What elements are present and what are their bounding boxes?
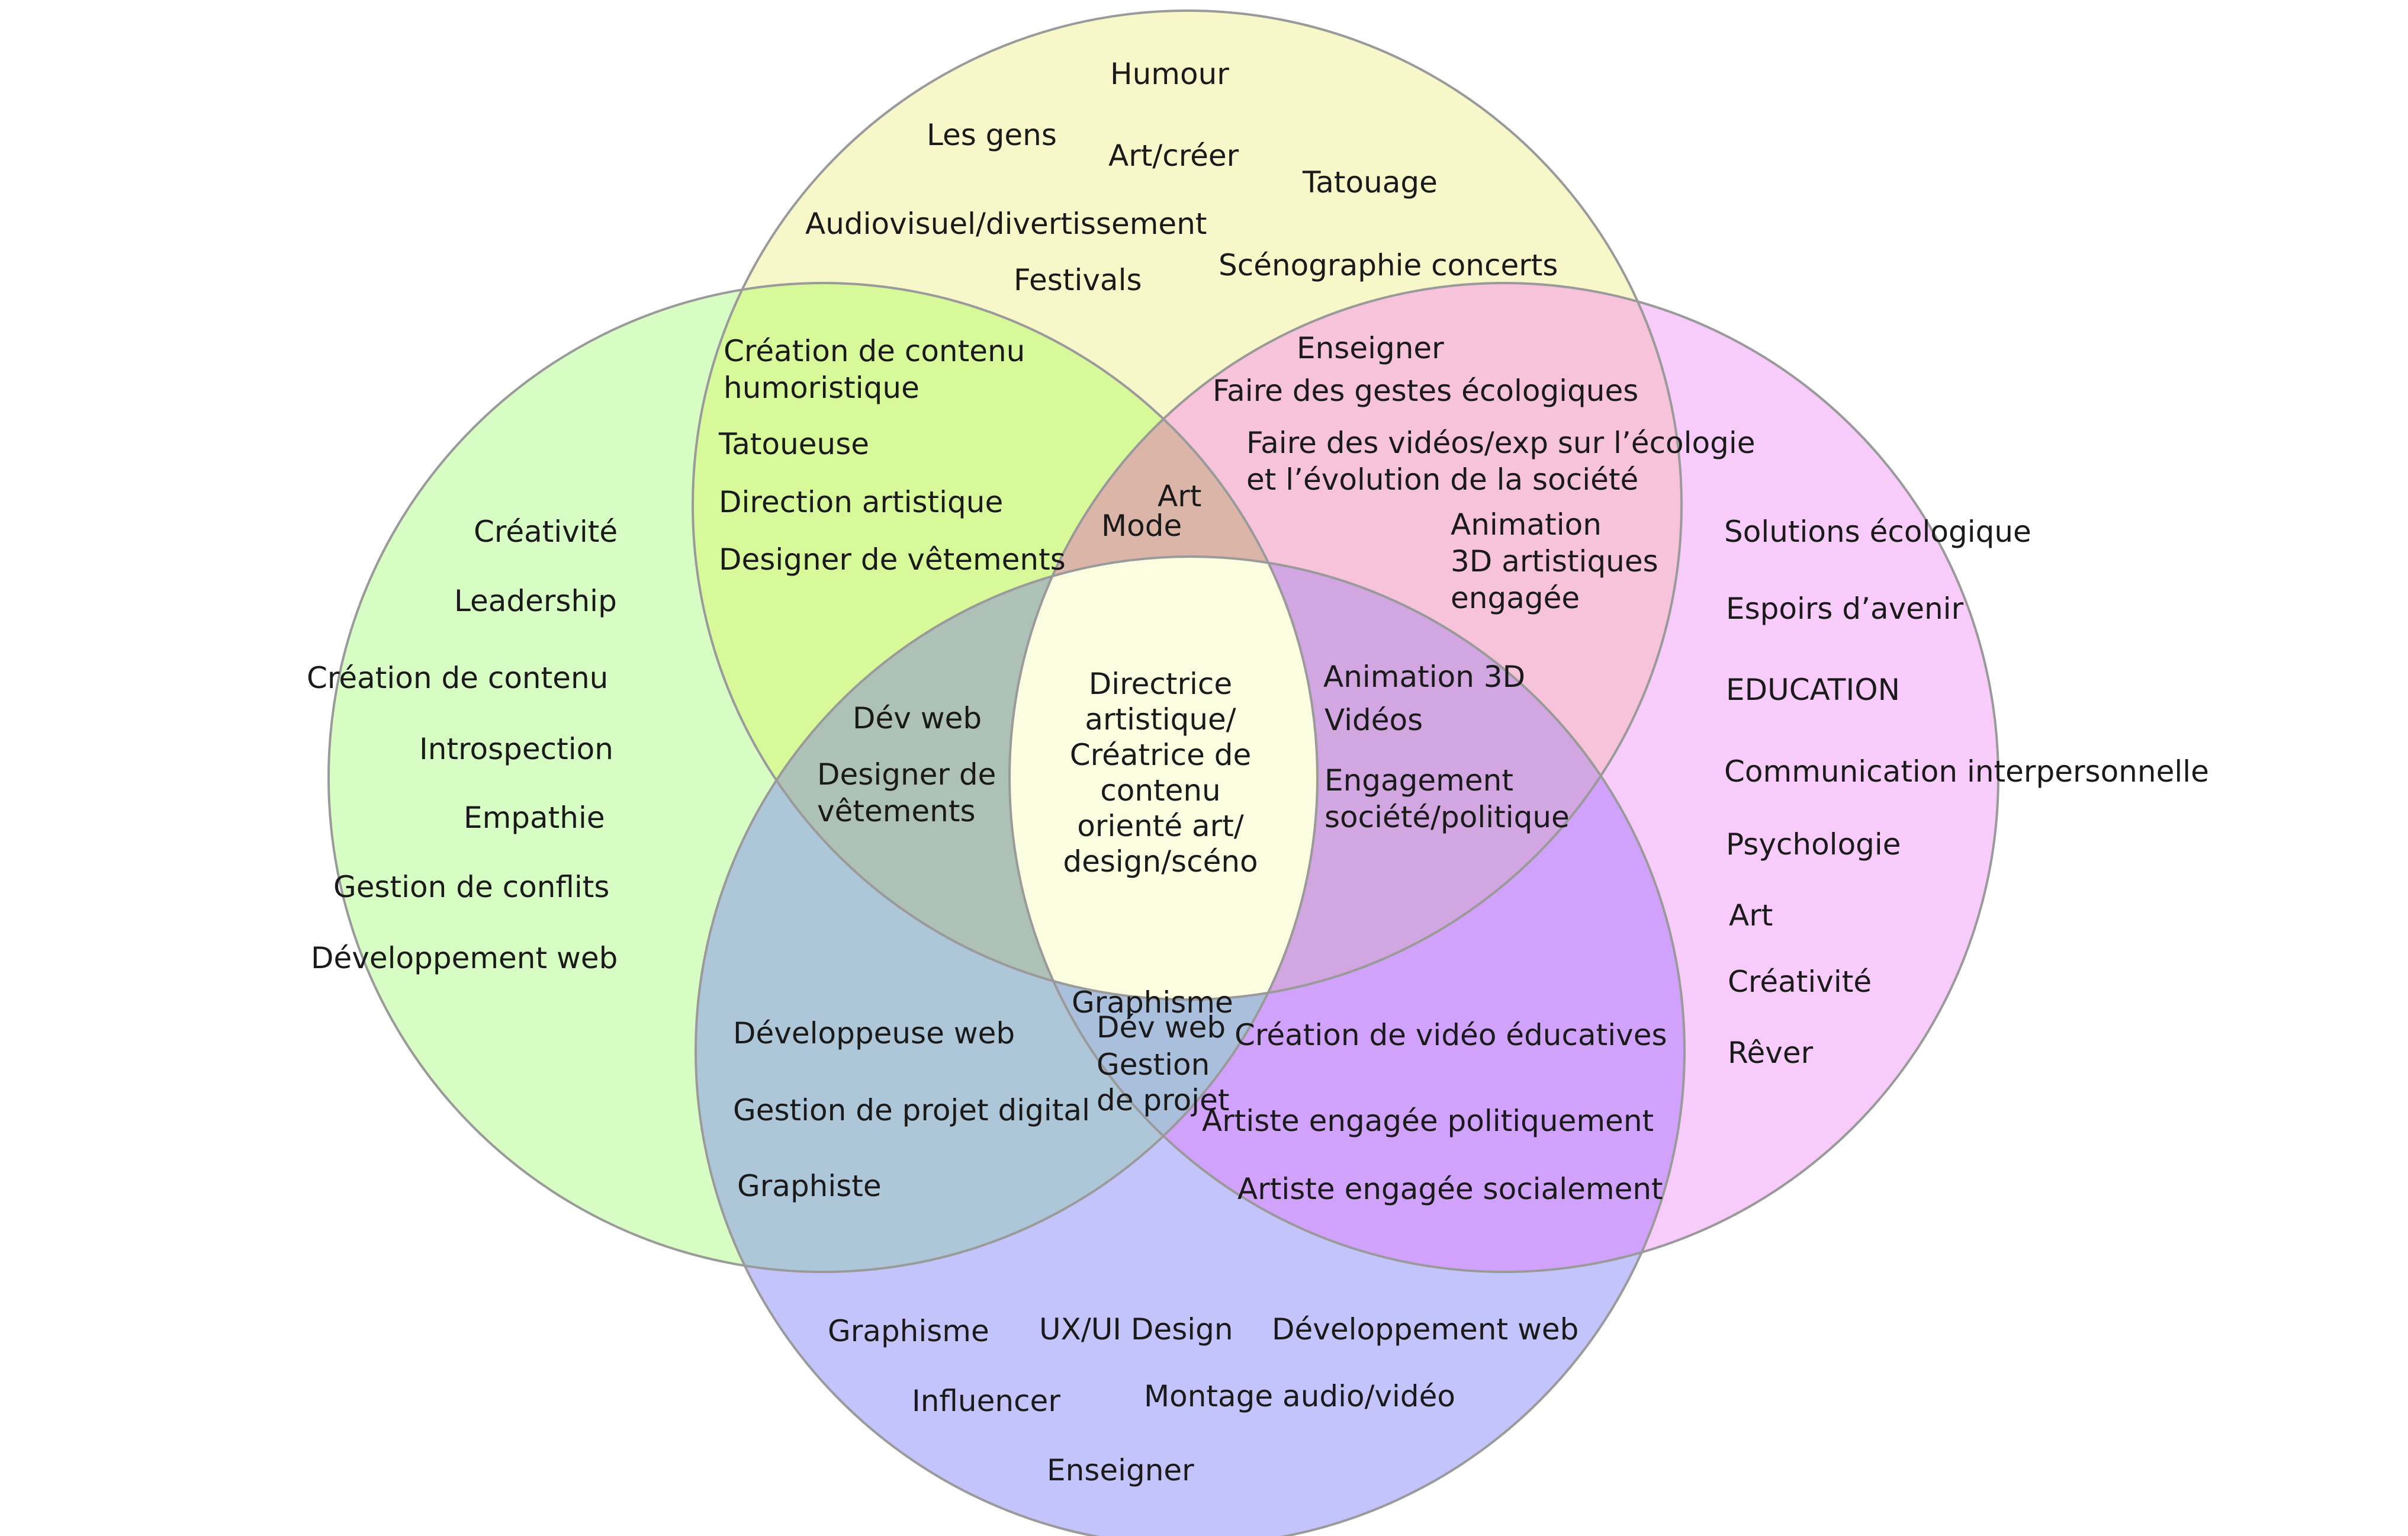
label: Enseigner [1047, 1453, 1194, 1487]
label: Introspection [419, 732, 613, 766]
label: Empathie [464, 801, 605, 835]
region-green-pink-blue: Graphisme Dév web Gestion de projet [1072, 985, 1233, 1117]
label: Créativité [474, 515, 618, 549]
label: Montage audio/vidéo [1144, 1379, 1455, 1413]
label: Artiste engagée politiquement [1202, 1104, 1654, 1138]
label: Animation [1451, 507, 1602, 542]
label: et l’évolution de la société [1246, 462, 1638, 497]
label: Engagement [1324, 763, 1513, 798]
label: Développement web [1272, 1312, 1578, 1347]
label: Festivals [1014, 263, 1142, 297]
label: Artiste engagée socialement [1237, 1172, 1663, 1206]
label: Espoirs d’avenir [1726, 592, 1964, 626]
label: Art [1158, 479, 1201, 513]
label: Développement web [311, 941, 618, 975]
label: Dév web [1097, 1010, 1226, 1045]
label: 3D artistiques [1451, 544, 1658, 579]
label: Communication interpersonnelle [1724, 754, 2209, 789]
label: EDUCATION [1726, 673, 1900, 707]
label: Vidéos [1324, 703, 1423, 737]
label: Graphisme [1072, 985, 1233, 1020]
region-center: Directrice artistique/ Créatrice de cont… [1063, 667, 1258, 879]
circle-green-outline [327, 282, 1319, 1273]
label: Humour [1110, 57, 1229, 91]
label: Dév web [853, 701, 982, 735]
region-yellow-pink-blue: Animation 3D Vidéos Engagement société/p… [1323, 660, 1570, 834]
label: Création de contenu [724, 334, 1025, 368]
circle-yellow-outline [692, 9, 1683, 1001]
label: Mode [1101, 509, 1182, 543]
label: Tatouage [1302, 165, 1438, 200]
region-green-blue: Développeuse web Gestion de projet digit… [733, 1016, 1090, 1203]
label: Rêver [1728, 1036, 1814, 1070]
label: de projet [1097, 1083, 1229, 1117]
label: Tatoueuse [718, 427, 869, 461]
label: Développeuse web [733, 1016, 1015, 1050]
label: Les gens [927, 118, 1057, 152]
circle-pink-outline [1008, 282, 1999, 1273]
center-label: contenu [1100, 773, 1221, 808]
label: engagée [1451, 581, 1580, 615]
center-label: design/scéno [1063, 844, 1258, 879]
label: Gestion [1097, 1047, 1210, 1082]
label: Enseigner [1297, 331, 1444, 365]
label: Création de vidéo éducatives [1234, 1018, 1667, 1052]
label: Animation 3D [1323, 660, 1525, 694]
region-green-only: Créativité Leadership Création de conten… [307, 515, 618, 975]
label: UX/UI Design [1039, 1312, 1233, 1347]
label: Designer de [817, 757, 996, 792]
label: Scénographie concerts [1219, 248, 1558, 282]
region-blue-only: Graphisme UX/UI Design Développement web… [828, 1312, 1578, 1487]
label: Faire des gestes écologiques [1213, 374, 1638, 408]
label: Psychologie [1726, 827, 1901, 862]
center-label: Directrice [1089, 667, 1232, 701]
label: Faire des vidéos/exp sur l’écologie [1246, 426, 1756, 460]
label: Gestion de projet digital [733, 1093, 1090, 1127]
label: Leadership [454, 584, 617, 618]
label: Création de contenu [307, 661, 608, 695]
label: Gestion de conflits [333, 870, 609, 904]
region-pink-only: Solutions écologique Espoirs d’avenir ED… [1724, 515, 2209, 1070]
label: Influencer [912, 1384, 1060, 1418]
region-green-yellow: Création de contenu humoristique Tatoueu… [718, 334, 1066, 577]
label: Solutions écologique [1724, 515, 2031, 549]
label: société/politique [1324, 800, 1570, 834]
region-yellow-pink: Enseigner Faire des gestes écologiques F… [1213, 331, 1756, 615]
label: Direction artistique [719, 485, 1003, 519]
region-yellow-only: Humour Les gens Art/créer Tatouage Audio… [805, 57, 1558, 297]
label: Designer de vêtements [719, 542, 1066, 577]
label: Art/créer [1108, 139, 1239, 173]
center-label: Créatrice de [1070, 738, 1251, 772]
center-label: orienté art/ [1077, 809, 1244, 843]
region-pink-blue: Création de vidéo éducatives Artiste eng… [1202, 1018, 1667, 1206]
label: Art [1729, 898, 1773, 933]
region-green-yellow-pink: Art Mode [1101, 479, 1201, 543]
label: Créativité [1728, 965, 1872, 999]
overlap-yellow-pink-blue [1010, 557, 1682, 1000]
label: humoristique [724, 371, 920, 405]
circle-blue-outline [695, 555, 1686, 1536]
center-label: artistique/ [1085, 702, 1236, 737]
region-green-yellow-blue: Dév web Designer de vêtements [817, 701, 996, 828]
label: Graphiste [737, 1169, 882, 1203]
overlap-green-yellow-blue [696, 557, 1317, 1000]
label: Audiovisuel/divertissement [805, 207, 1207, 241]
label: Graphisme [828, 1314, 989, 1348]
label: vêtements [817, 794, 976, 828]
